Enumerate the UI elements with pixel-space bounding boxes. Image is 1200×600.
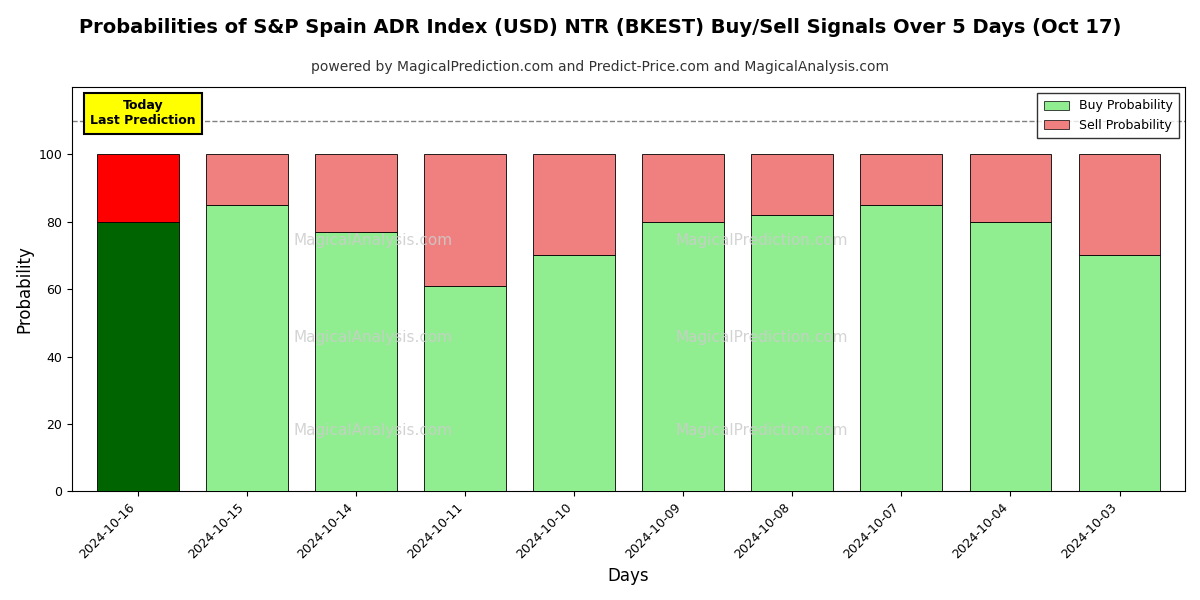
Bar bbox=[533, 256, 614, 491]
Bar bbox=[860, 205, 942, 491]
Text: Probabilities of S&P Spain ADR Index (USD) NTR (BKEST) Buy/Sell Signals Over 5 D: Probabilities of S&P Spain ADR Index (US… bbox=[79, 18, 1121, 37]
Bar bbox=[970, 154, 1051, 222]
Bar bbox=[1079, 154, 1160, 256]
Bar bbox=[642, 222, 724, 491]
Bar bbox=[970, 222, 1051, 491]
Bar bbox=[314, 232, 397, 491]
Bar bbox=[533, 154, 614, 256]
Bar bbox=[206, 154, 288, 205]
Bar bbox=[1079, 256, 1160, 491]
Bar bbox=[642, 154, 724, 222]
Bar bbox=[314, 154, 397, 232]
Bar bbox=[424, 154, 506, 286]
Text: MagicalPrediction.com: MagicalPrediction.com bbox=[676, 233, 848, 248]
Bar bbox=[751, 215, 833, 491]
Text: MagicalAnalysis.com: MagicalAnalysis.com bbox=[293, 233, 452, 248]
Text: MagicalAnalysis.com: MagicalAnalysis.com bbox=[293, 423, 452, 438]
Text: MagicalAnalysis.com: MagicalAnalysis.com bbox=[293, 330, 452, 345]
Text: Today
Last Prediction: Today Last Prediction bbox=[90, 100, 196, 127]
Y-axis label: Probability: Probability bbox=[16, 245, 34, 333]
Bar bbox=[860, 154, 942, 205]
X-axis label: Days: Days bbox=[607, 567, 649, 585]
Bar bbox=[97, 222, 179, 491]
Bar bbox=[97, 154, 179, 222]
Bar bbox=[206, 205, 288, 491]
Bar bbox=[751, 154, 833, 215]
Text: MagicalPrediction.com: MagicalPrediction.com bbox=[676, 423, 848, 438]
Text: MagicalPrediction.com: MagicalPrediction.com bbox=[676, 330, 848, 345]
Bar bbox=[424, 286, 506, 491]
Text: powered by MagicalPrediction.com and Predict-Price.com and MagicalAnalysis.com: powered by MagicalPrediction.com and Pre… bbox=[311, 60, 889, 74]
Legend: Buy Probability, Sell Probability: Buy Probability, Sell Probability bbox=[1037, 93, 1178, 138]
